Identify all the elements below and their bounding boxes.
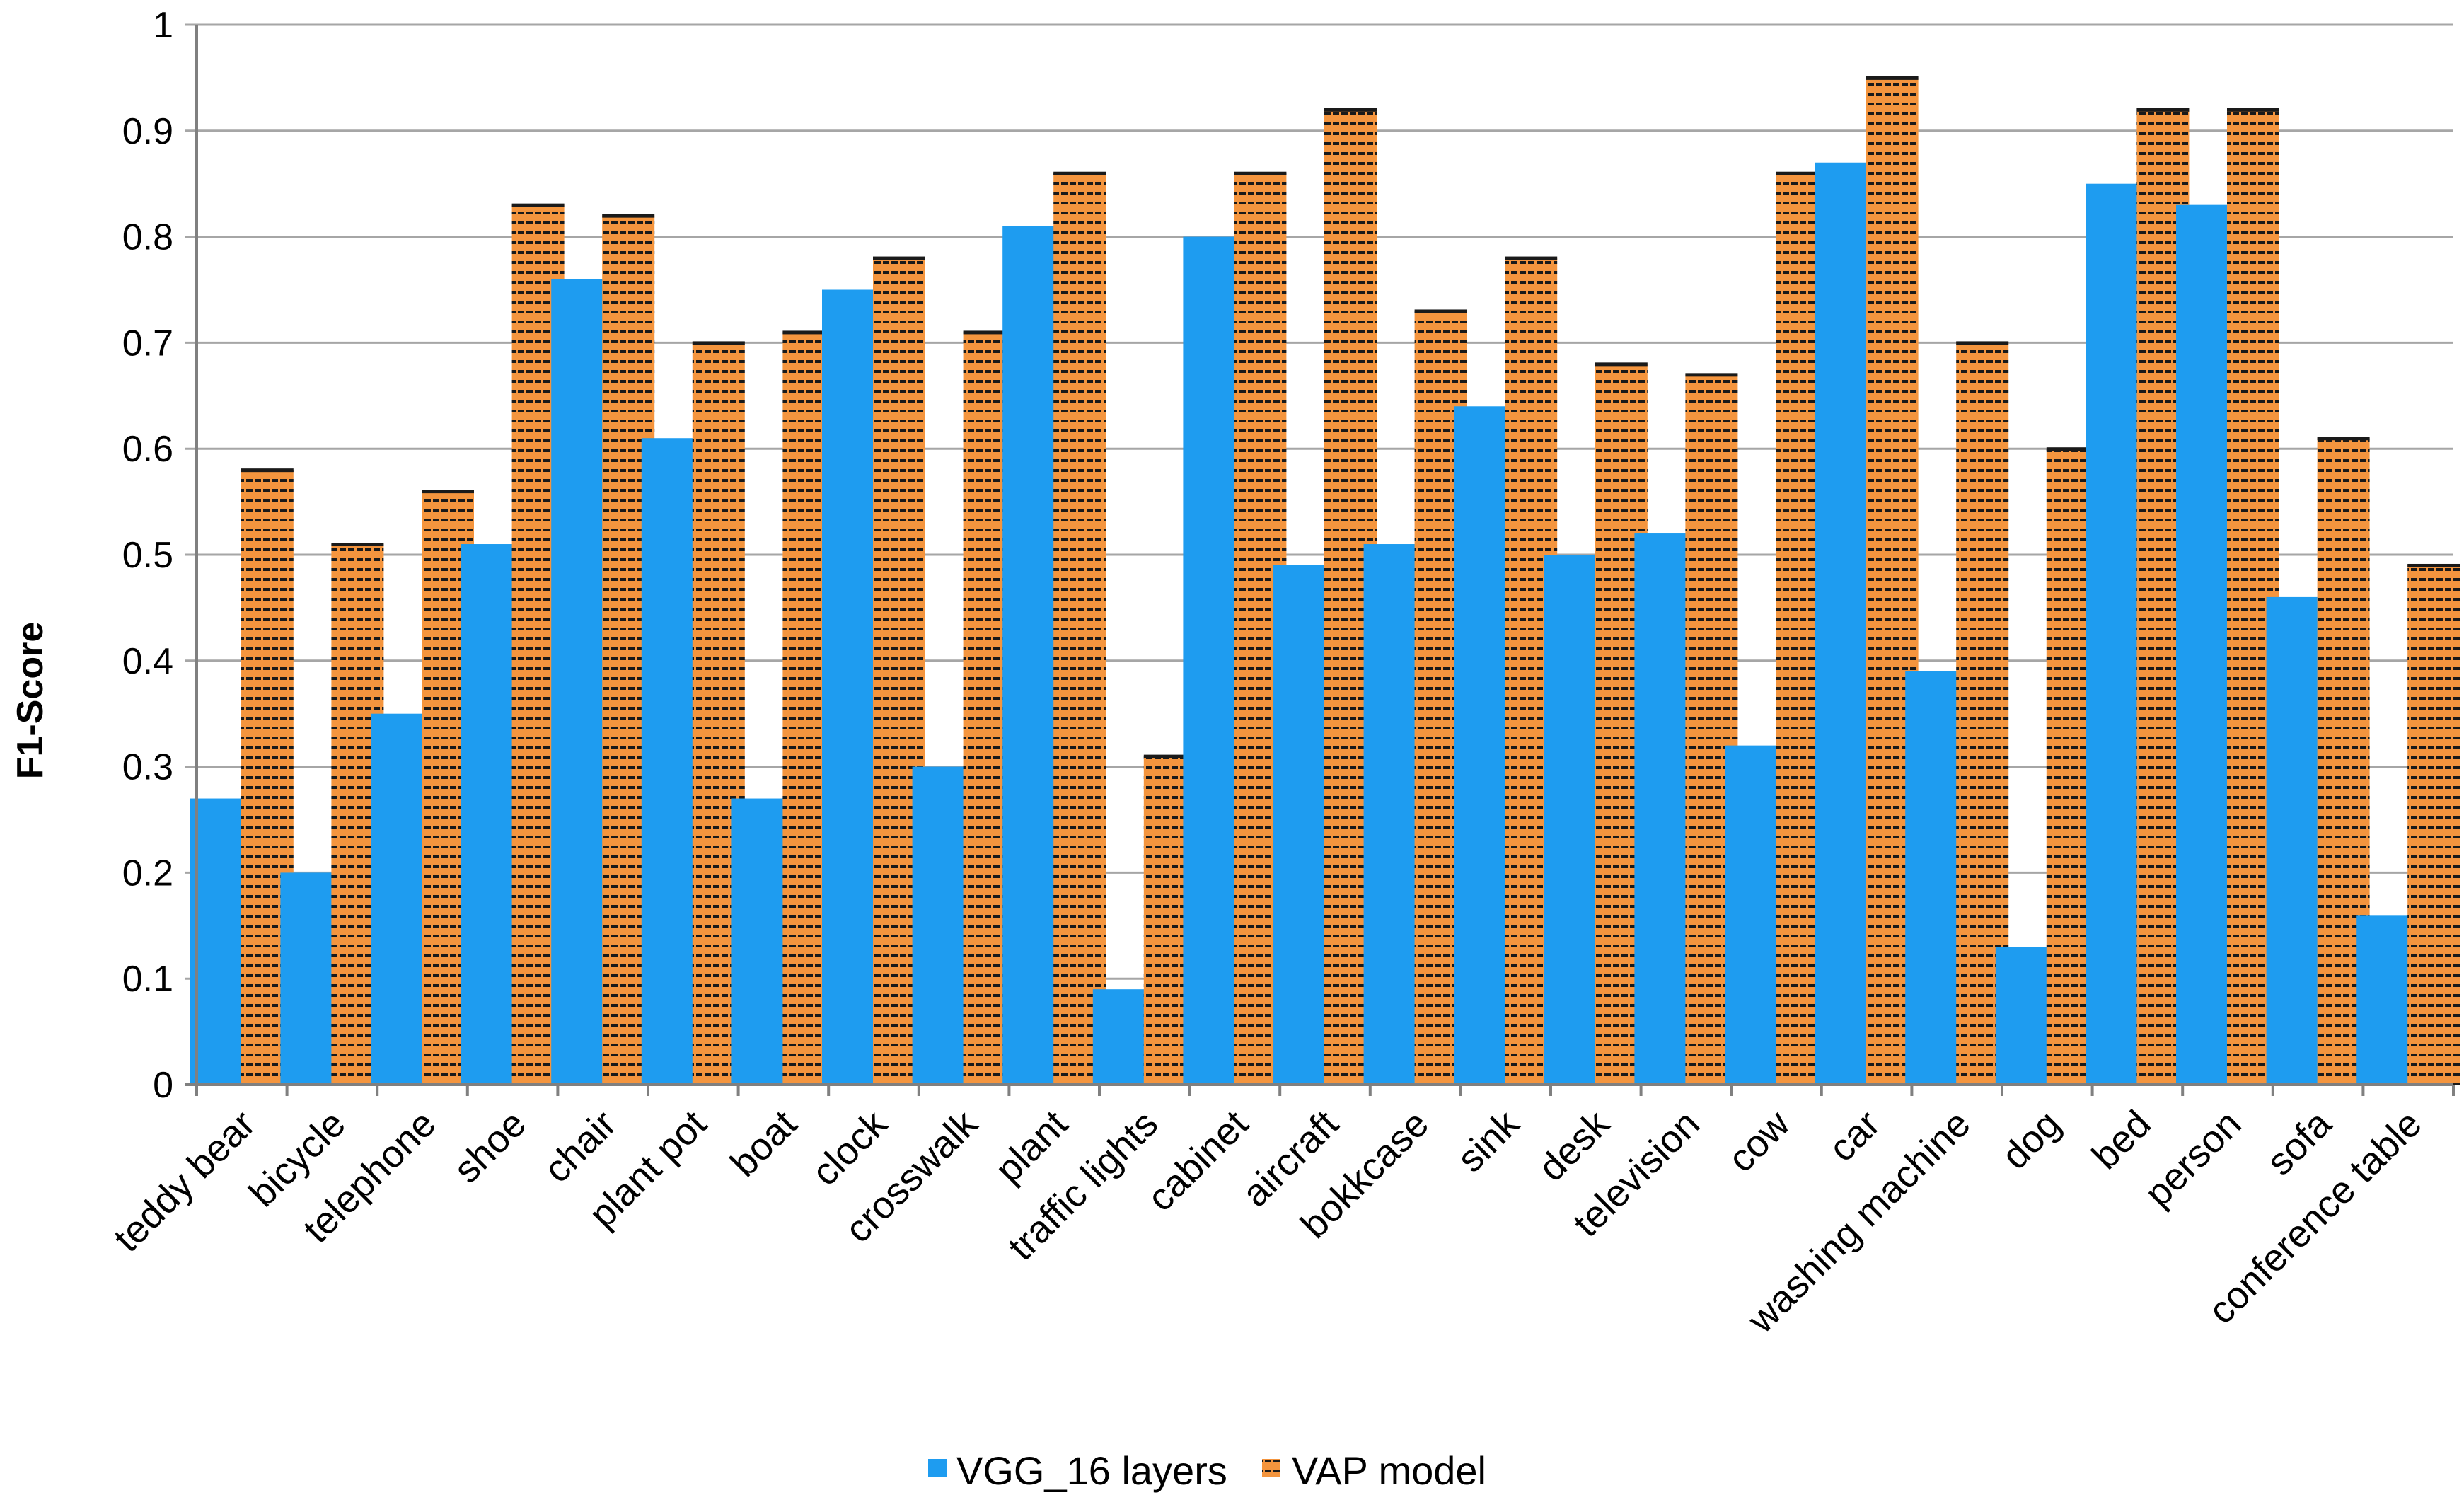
x-category-label: person xyxy=(2136,1102,2249,1215)
y-axis-title: F1-Score xyxy=(10,622,51,780)
bar-vap-top-0 xyxy=(241,468,294,473)
y-tick-label: 0.6 xyxy=(122,429,173,470)
bar-vgg-0 xyxy=(190,798,243,1085)
legend: VGG_16 layers VAP model xyxy=(928,1448,1486,1493)
bar-vgg-21 xyxy=(2086,183,2139,1085)
bars xyxy=(190,76,2460,1085)
y-tick-label: 0.9 xyxy=(122,111,173,152)
bar-vap-top-9 xyxy=(1053,171,1106,175)
x-category-label: shoe xyxy=(446,1102,534,1191)
bar-vgg-12 xyxy=(1273,565,1326,1085)
bar-vgg-23 xyxy=(2266,596,2319,1085)
y-tick-label: 0.7 xyxy=(122,323,173,364)
bar-vgg-5 xyxy=(641,438,694,1085)
bar-vgg-3 xyxy=(461,544,514,1085)
bar-vap-top-20 xyxy=(2046,447,2099,451)
bar-vgg-7 xyxy=(822,289,874,1085)
y-tick-label: 0 xyxy=(153,1065,173,1106)
bar-vgg-19 xyxy=(1905,671,1958,1085)
bar-vgg-8 xyxy=(912,766,965,1085)
bar-vgg-24 xyxy=(2356,915,2410,1085)
y-tick-labels: 0 0.1 0.2 0.3 0.4 0.5 0.6 0.7 0.8 0.9 1 xyxy=(122,5,173,1106)
bar-vgg-14 xyxy=(1454,406,1507,1085)
bar-vap-9 xyxy=(1053,173,1106,1085)
x-category-label: car xyxy=(1821,1102,1888,1170)
bar-vgg-18 xyxy=(1815,162,1868,1085)
y-tick-label: 0.8 xyxy=(122,217,173,258)
bar-vap-top-2 xyxy=(422,490,474,494)
bar-vap-24 xyxy=(2407,565,2460,1085)
bar-vap-top-18 xyxy=(1866,76,1919,80)
axes xyxy=(185,25,2455,1096)
bar-vap-top-19 xyxy=(1956,341,2009,345)
bar-vgg-1 xyxy=(280,872,333,1085)
bar-vap-top-4 xyxy=(602,214,655,218)
bar-vap-top-3 xyxy=(511,203,565,207)
bar-vgg-15 xyxy=(1544,555,1597,1085)
legend-label-vgg: VGG_16 layers xyxy=(956,1448,1227,1493)
bar-vap-top-17 xyxy=(1776,171,1828,175)
bar-vap-top-24 xyxy=(2407,563,2460,567)
bar-vap-top-8 xyxy=(963,330,1016,335)
y-tick-label: 1 xyxy=(153,5,173,46)
legend-swatch-vap xyxy=(1262,1459,1280,1477)
y-tick-label: 0.4 xyxy=(122,641,173,682)
bar-vap-top-7 xyxy=(873,256,925,260)
bar-vap-top-12 xyxy=(1324,108,1377,112)
x-category-label: teddy bear xyxy=(105,1102,263,1260)
bar-vgg-4 xyxy=(551,279,604,1085)
bar-vap-top-14 xyxy=(1505,256,1558,260)
bar-vgg-10 xyxy=(1092,989,1145,1085)
x-category-label: sink xyxy=(1449,1102,1527,1180)
bar-vap-top-15 xyxy=(1595,362,1648,367)
bar-vap-top-10 xyxy=(1143,754,1196,758)
legend-swatch-vgg xyxy=(928,1459,947,1477)
bar-vap-top-22 xyxy=(2227,108,2279,112)
bar-vgg-2 xyxy=(371,713,423,1085)
bar-vgg-13 xyxy=(1363,544,1416,1085)
x-category-label: cabinet xyxy=(1139,1102,1256,1220)
bar-vgg-6 xyxy=(731,798,785,1085)
x-category-label: cow xyxy=(1720,1102,1798,1180)
x-category-label: sofa xyxy=(2258,1102,2339,1183)
bar-vgg-20 xyxy=(1995,947,2048,1085)
bar-vap-top-16 xyxy=(1685,373,1738,377)
bar-vgg-9 xyxy=(1002,226,1055,1085)
x-category-label: boat xyxy=(722,1102,805,1185)
bar-vgg-11 xyxy=(1183,236,1236,1085)
bar-vgg-16 xyxy=(1634,533,1687,1085)
legend-label-vap: VAP model xyxy=(1292,1448,1486,1493)
bar-vap-top-23 xyxy=(2317,437,2370,441)
y-tick-label: 0.5 xyxy=(122,535,173,576)
bar-vap-top-6 xyxy=(782,330,835,335)
x-category-label: bed xyxy=(2084,1102,2159,1177)
bar-vap-top-13 xyxy=(1414,309,1467,313)
bar-vap-top-1 xyxy=(331,543,384,547)
bar-vap-top-21 xyxy=(2136,108,2190,112)
bar-vap-top-5 xyxy=(692,341,745,345)
y-tick-label: 0.3 xyxy=(122,747,173,788)
x-category-label: dog xyxy=(1994,1102,2069,1177)
y-tick-label: 0.2 xyxy=(122,853,173,894)
y-tick-label: 0.1 xyxy=(122,959,173,1000)
bar-vgg-22 xyxy=(2176,204,2228,1085)
bar-vgg-17 xyxy=(1725,745,1777,1085)
bar-vap-top-11 xyxy=(1234,171,1287,175)
